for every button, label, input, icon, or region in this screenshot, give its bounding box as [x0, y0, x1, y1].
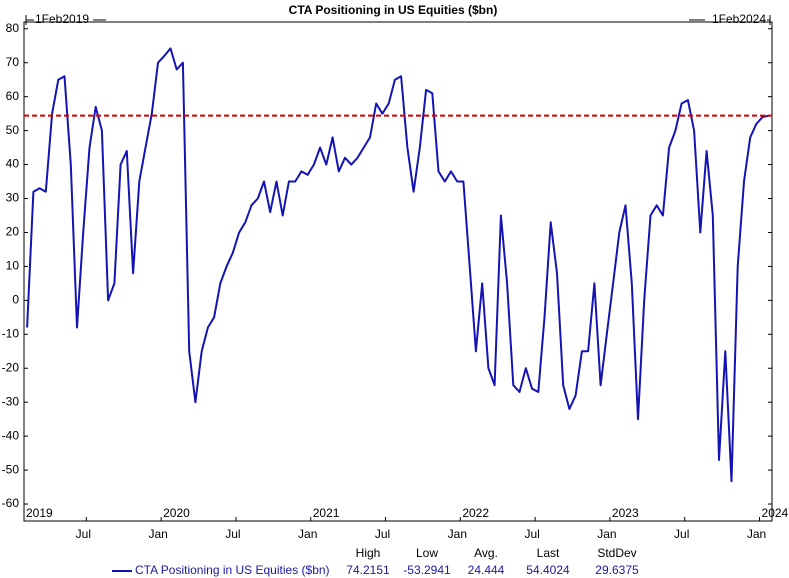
series-line [26, 47, 770, 483]
y-tick-label: 20 [6, 225, 20, 239]
stat-value: 24.444 [468, 563, 505, 577]
x-year-label: 2024 [762, 506, 789, 520]
y-tick-label: 40 [6, 157, 20, 171]
x-year-label: 2019 [26, 506, 53, 520]
plot-frame [23, 21, 773, 522]
y-tick-label: 50 [6, 123, 20, 137]
x-year-label: 2022 [462, 506, 489, 520]
stat-label: Avg. [474, 546, 498, 560]
range-start: 1Feb2019 [35, 12, 89, 26]
x-year-label: 2023 [612, 506, 639, 520]
x-tick-label: Jul [76, 527, 91, 541]
x-tick-label: Jul [674, 527, 689, 541]
stat-label: Last [537, 546, 560, 560]
chart-title: CTA Positioning in US Equities ($bn) [289, 3, 498, 17]
y-tick-label: 80 [6, 21, 20, 35]
stat-value: 29.6375 [595, 563, 639, 577]
stat-value: 54.4024 [526, 563, 570, 577]
x-tick-label: Jul [524, 527, 539, 541]
x-tick-label: Jul [225, 527, 240, 541]
y-tick-label: 30 [6, 191, 20, 205]
stat-label: Low [416, 546, 438, 560]
x-year-label: 2021 [313, 506, 340, 520]
x-tick-label: Jan [448, 527, 467, 541]
y-tick-label: 10 [6, 259, 20, 273]
x-tick-label: Jan [597, 527, 616, 541]
x-year-label: 2020 [163, 506, 190, 520]
legend-label: CTA Positioning in US Equities ($bn) [135, 563, 330, 577]
stat-value: -53.2941 [403, 563, 451, 577]
y-tick-label: 60 [6, 89, 20, 103]
x-tick-label: Jan [298, 527, 317, 541]
y-tick-label: -50 [2, 462, 20, 476]
stat-label: StdDev [597, 546, 636, 560]
y-tick-label: -30 [2, 394, 20, 408]
x-tick-label: Jan [747, 527, 766, 541]
y-tick-label: -60 [2, 496, 20, 510]
x-tick-label: Jul [375, 527, 390, 541]
y-tick-label: 70 [6, 55, 20, 69]
y-tick-label: -10 [2, 326, 20, 340]
y-tick-label: -20 [2, 360, 20, 374]
range-end: 1Feb2024 [712, 12, 766, 26]
stat-value: 74.2151 [346, 563, 390, 577]
stat-label: High [356, 546, 381, 560]
y-tick-label: -40 [2, 428, 20, 442]
y-tick-label: 0 [12, 293, 19, 307]
x-tick-label: Jan [148, 527, 167, 541]
